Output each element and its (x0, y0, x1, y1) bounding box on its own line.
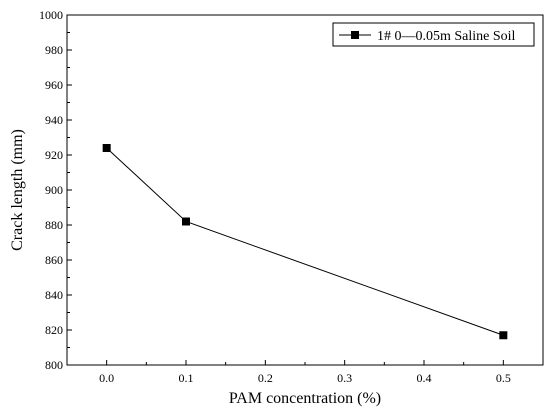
y-tick-label: 900 (45, 183, 63, 197)
x-axis: 0.0 0.1 0.2 0.3 0.4 0.5 (66, 360, 544, 385)
plot-area-border (66, 14, 544, 366)
y-axis: 800 820 840 860 880 900 920 940 960 980 1000 (39, 8, 72, 372)
y-tick-label: 880 (45, 218, 63, 232)
legend-label: 1# 0—0.05m Saline Soil (377, 29, 516, 44)
y-tick-label: 960 (45, 78, 63, 92)
legend-marker (351, 31, 359, 39)
data-point-marker (182, 217, 190, 226)
plot-frame (66, 14, 544, 366)
x-tick-label: 0.1 (179, 371, 194, 385)
x-tick-label: 0.0 (99, 371, 114, 385)
y-tick-label: 940 (45, 113, 63, 127)
x-tick-label: 0.4 (417, 371, 432, 385)
legend: 1# 0—0.05m Saline Soil (332, 22, 535, 47)
y-tick-label: 860 (45, 253, 63, 267)
y-tick-label: 920 (45, 148, 63, 162)
y-tick-label: 800 (45, 358, 63, 372)
y-tick-label: 840 (45, 288, 63, 302)
series-group (102, 144, 508, 340)
y-tick-label: 980 (45, 43, 63, 57)
x-axis-title: PAM concentration (%) (229, 390, 381, 407)
y-tick-label: 820 (45, 323, 63, 337)
data-point-marker (102, 144, 111, 152)
y-tick-label: 1000 (39, 8, 63, 22)
data-point-marker (499, 331, 508, 340)
x-tick-label: 0.3 (337, 371, 352, 385)
legend-box (332, 22, 535, 47)
x-tick-label: 0.5 (496, 371, 511, 385)
y-axis-title: Crack length (mm) (9, 129, 26, 251)
x-tick-label: 0.2 (258, 371, 273, 385)
series-line (106, 147, 504, 336)
